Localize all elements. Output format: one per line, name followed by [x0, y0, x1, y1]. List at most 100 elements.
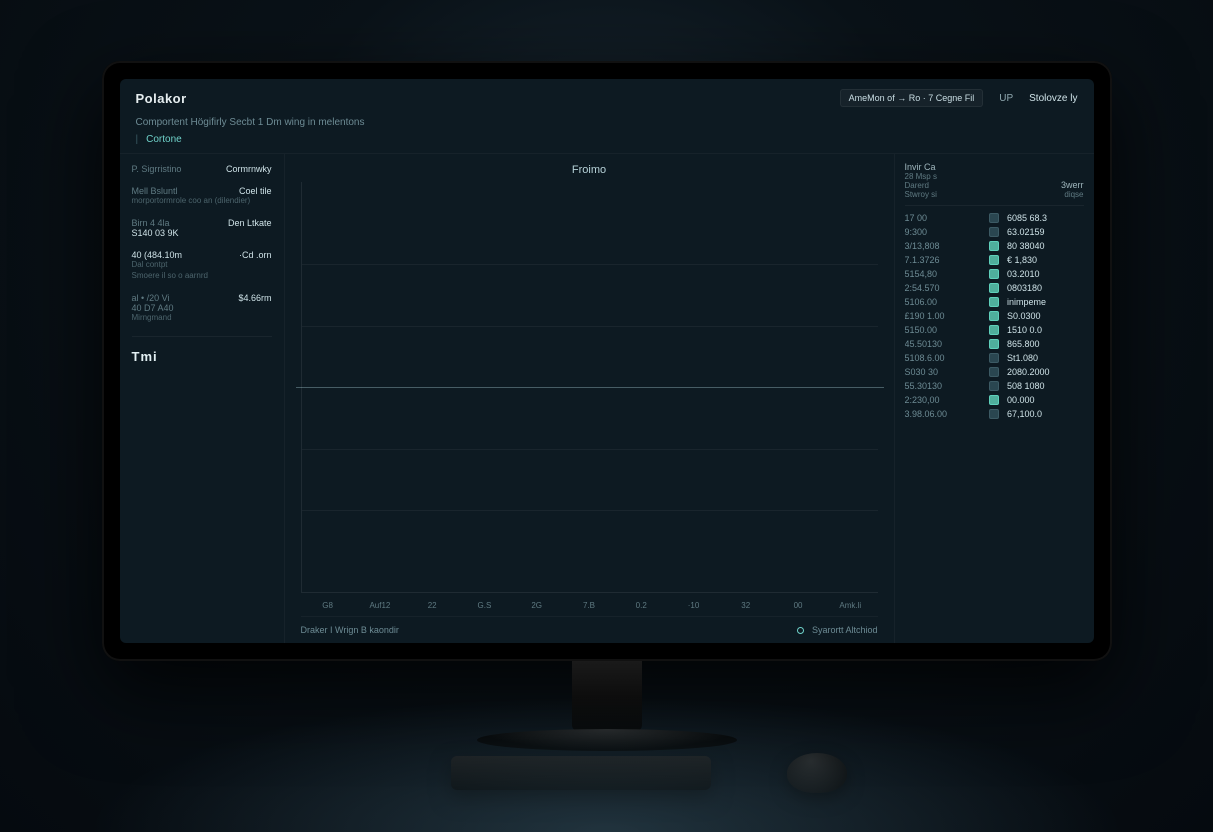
- list-item-col1: 2:230,00: [905, 395, 982, 405]
- list-item-col1: 45.50130: [905, 339, 982, 349]
- chart-footer-right-label: Syarortt Altchiod: [812, 625, 878, 635]
- list-item-badge-icon: [989, 311, 999, 321]
- bar-group: [673, 182, 715, 592]
- left-note1: morportormrole coo an (dilendier): [132, 196, 272, 206]
- xaxis-label: 2G: [516, 601, 558, 610]
- bar-column[interactable]: [516, 182, 528, 592]
- right-col1-sub2: Darerd: [905, 181, 937, 190]
- chart-footer: Draker I Wrign B kaondir Syarortt Altchi…: [301, 616, 878, 635]
- list-item[interactable]: 3/13,80880 38040: [905, 240, 1084, 252]
- xaxis-label: Auf12: [359, 601, 401, 610]
- bar-group: [412, 182, 454, 592]
- top-bar: Polakor AmeMon of → Ro · 7 Cegne Fil UP …: [120, 79, 1094, 113]
- left-r5b: $4.66rm: [238, 293, 271, 303]
- list-item[interactable]: 5154,80 03.2010: [905, 268, 1084, 280]
- left-r2-value: Coel tile: [239, 186, 272, 196]
- bar-column[interactable]: [464, 182, 484, 592]
- app-screen: Polakor AmeMon of → Ro · 7 Cegne Fil UP …: [120, 79, 1094, 643]
- right-list: 17 006085 68.3 9:30063.02159 3/13,80880 38…: [905, 212, 1084, 635]
- bar-column[interactable]: [323, 182, 335, 592]
- bar-column[interactable]: [777, 182, 819, 592]
- chart-bars: [302, 182, 878, 592]
- list-item[interactable]: 7.1.3726€ 1,830: [905, 254, 1084, 266]
- bar-column[interactable]: [695, 182, 715, 592]
- list-item[interactable]: 5150.001510 0.0: [905, 324, 1084, 336]
- list-item-badge-icon: [989, 241, 999, 251]
- bar-column[interactable]: [546, 182, 558, 592]
- bar-column[interactable]: [829, 182, 871, 592]
- top-link-up[interactable]: UP: [999, 93, 1013, 104]
- subtitle-text: Comportent Högifirly Secbt 1 Dm wing in …: [136, 117, 1078, 128]
- list-item[interactable]: 45.50130 865.800: [905, 338, 1084, 350]
- list-item[interactable]: 3.98.06.0067,100.0: [905, 408, 1084, 420]
- monitor-stand-neck: [572, 661, 642, 731]
- bar-column[interactable]: [338, 182, 350, 592]
- list-item[interactable]: 9:30063.02159: [905, 226, 1084, 238]
- list-item[interactable]: 5108.6.00St1.080: [905, 352, 1084, 364]
- list-item-badge-icon: [989, 269, 999, 279]
- list-item[interactable]: £190 1.00S0.0300: [905, 310, 1084, 322]
- list-item-col1: 9:300: [905, 227, 982, 237]
- bar-column[interactable]: [621, 182, 641, 592]
- list-item-col1: 5154,80: [905, 269, 982, 279]
- bar-group: [725, 182, 767, 592]
- list-item-badge-icon: [989, 353, 999, 363]
- list-item[interactable]: 17 006085 68.3: [905, 212, 1084, 224]
- left-r4b: ·Cd .orn: [239, 250, 272, 260]
- left-r4a: 40 (484.10m: [132, 250, 183, 260]
- bar-column[interactable]: [591, 182, 611, 592]
- list-item-col1: 17 00: [905, 213, 982, 223]
- chart-footer-right[interactable]: Syarortt Altchiod: [797, 625, 877, 635]
- bar-group: [308, 182, 350, 592]
- list-item-col3: 03.2010: [1007, 269, 1084, 279]
- bar-column[interactable]: [308, 182, 320, 592]
- list-item[interactable]: 2:54.5700803180: [905, 282, 1084, 294]
- right-col1-sub1: 28 Msp s: [905, 172, 937, 181]
- list-item-badge-icon: [989, 381, 999, 391]
- list-item-col3: € 1,830: [1007, 255, 1084, 265]
- left-r3-label: Birn 4 4la: [132, 218, 170, 228]
- breadcrumb-sep-icon: |: [136, 134, 139, 145]
- list-item-col3: 00.000: [1007, 395, 1084, 405]
- bar-column[interactable]: [360, 182, 372, 592]
- list-item-badge-icon: [989, 395, 999, 405]
- left-divider: [132, 336, 272, 337]
- bar-column[interactable]: [434, 182, 454, 592]
- list-item-badge-icon: [989, 325, 999, 335]
- list-item-col3: 865.800: [1007, 339, 1084, 349]
- xaxis-label: 7.B: [568, 601, 610, 610]
- bar-column[interactable]: [725, 182, 767, 592]
- filter-dropdown[interactable]: AmeMon of → Ro · 7 Cegne Fil: [840, 89, 984, 107]
- left-r1-label: P. Sigrristino: [132, 164, 182, 174]
- list-item[interactable]: 2:230,00 00.000: [905, 394, 1084, 406]
- bar-group: [621, 182, 663, 592]
- list-item-col1: 3.98.06.00: [905, 409, 982, 419]
- bar-group: [829, 182, 871, 592]
- right-col1-sub3: Stwroy si: [905, 190, 937, 199]
- left-r1-value: Cormrnwky: [226, 164, 272, 174]
- list-item-col3: 0803180: [1007, 283, 1084, 293]
- list-item-col3: inimpeme: [1007, 297, 1084, 307]
- monitor-frame: Polakor AmeMon of → Ro · 7 Cegne Fil UP …: [102, 61, 1112, 661]
- bar-column[interactable]: [412, 182, 432, 592]
- bar-column[interactable]: [375, 182, 387, 592]
- bar-column[interactable]: [643, 182, 663, 592]
- list-item-badge-icon: [989, 339, 999, 349]
- sub-header: Comportent Högifirly Secbt 1 Dm wing in …: [120, 113, 1094, 154]
- list-item[interactable]: 55.30130508 1080: [905, 380, 1084, 392]
- bar-column[interactable]: [568, 182, 588, 592]
- list-item-col3: S0.0300: [1007, 311, 1084, 321]
- bar-column[interactable]: [390, 182, 402, 592]
- breadcrumb-item-1[interactable]: Cortone: [146, 134, 182, 145]
- list-item[interactable]: S030 302080.2000: [905, 366, 1084, 378]
- bar-column[interactable]: [531, 182, 543, 592]
- xaxis-label: 32: [725, 601, 767, 610]
- right-col2-sub: diqse: [1061, 190, 1084, 199]
- list-item-badge-icon: [989, 227, 999, 237]
- bar-column[interactable]: [487, 182, 507, 592]
- list-item-badge-icon: [989, 367, 999, 377]
- bar-column[interactable]: [673, 182, 693, 592]
- left-r5c: 40 D7 A40: [132, 303, 272, 313]
- list-item[interactable]: 5106.00inimpeme: [905, 296, 1084, 308]
- left-panel: P. Sigrristino Cormrnwky Mell Bsluntl Co…: [120, 154, 285, 643]
